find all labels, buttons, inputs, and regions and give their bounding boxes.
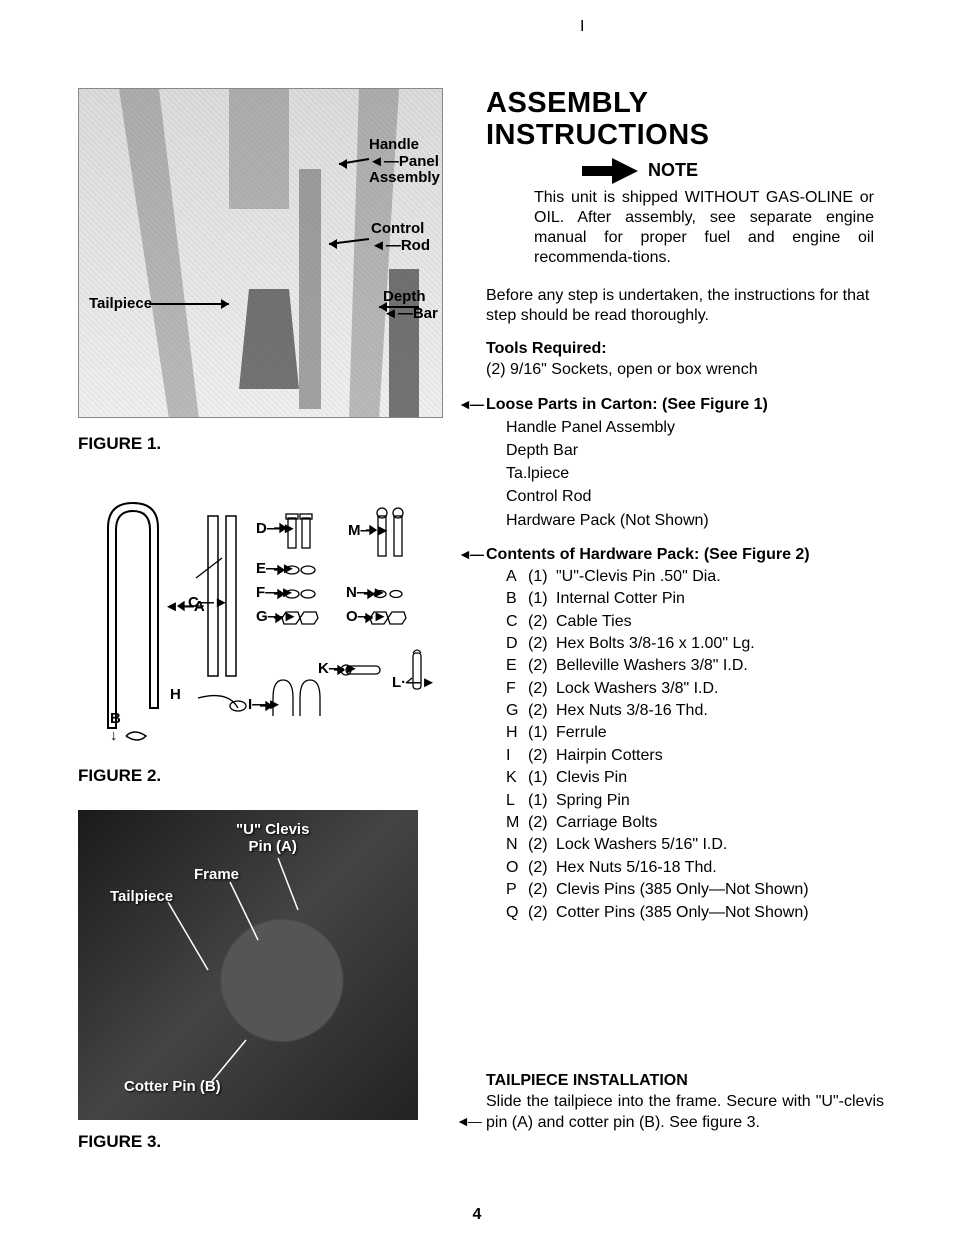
note-header: NOTE [582, 158, 884, 184]
list-item: N(2)Lock Washers 5/16" I.D. [506, 834, 884, 856]
note-label: NOTE [648, 160, 698, 181]
figure-1-caption: FIGURE 1. [78, 434, 448, 454]
fig2-letter-d: D—► [256, 520, 297, 537]
fig2-letter-g: G—► [256, 608, 298, 625]
list-item: I(2)Hairpin Cotters [506, 745, 884, 767]
list-item: A(1)"U"-Clevis Pin .50" Dia. [506, 566, 884, 588]
list-item: E(2)Belleville Washers 3/8" I.D. [506, 655, 884, 677]
fig2-letter-h: H [170, 686, 181, 703]
list-item: Depth Bar [506, 439, 884, 462]
page-title: ASSEMBLYINSTRUCTIONS [486, 88, 884, 152]
list-item: Ta.lpiece [506, 462, 884, 485]
list-item: Control Rod [506, 485, 884, 508]
top-crop-mark: I [580, 18, 584, 36]
fig2-letter-n: N—► [346, 584, 387, 601]
fig2-letter-m: M—► [348, 522, 390, 539]
fig2-letter-o: O—► [346, 608, 388, 625]
figure-3-overlay [78, 810, 418, 1120]
list-item: L(1)Spring Pin [506, 790, 884, 812]
list-item: M(2)Carriage Bolts [506, 812, 884, 834]
list-item: K(1)Clevis Pin [506, 767, 884, 789]
fig2-letter-f: F—► [256, 584, 295, 601]
list-item: F(2)Lock Washers 3/8" I.D. [506, 678, 884, 700]
right-arrow-icon [582, 158, 638, 184]
figure-2-caption: FIGURE 2. [78, 766, 448, 786]
list-item: Hardware Pack (Not Shown) [506, 509, 884, 532]
list-item: O(2)Hex Nuts 5/16-18 Thd. [506, 857, 884, 879]
list-item: H(1)Ferrule [506, 722, 884, 744]
loose-parts-head: Loose Parts in Carton: (See Figure 1) [486, 396, 884, 414]
list-item: D(2)Hex Bolts 3/8-16 x 1.00" Lg. [506, 633, 884, 655]
loose-parts-list: Handle Panel AssemblyDepth BarTa.lpieceC… [506, 416, 884, 532]
tailpiece-head: TAILPIECE INSTALLATION [486, 1072, 884, 1090]
fig3-label-uclevis: "U" ClevisPin (A) [236, 822, 309, 855]
list-item: Handle Panel Assembly [506, 416, 884, 439]
fig2-letter-b: B↓ [110, 710, 121, 744]
fig1-label-handle-panel: Handle◄—PanelAssembly [369, 137, 440, 187]
fig1-label-tailpiece: Tailpiece [89, 295, 152, 312]
note-body: This unit is shipped WITHOUT GAS-OLINE o… [534, 188, 874, 268]
fig3-label-cotter: Cotter Pin (B) [124, 1078, 221, 1095]
fig3-label-tailpiece: Tailpiece [110, 888, 173, 905]
fig2-letter-e: E—► [256, 560, 296, 577]
figure-1-photo: Handle◄—PanelAssembly Control◄—Rod Tailp… [78, 88, 443, 418]
fig1-label-control-rod: Control◄—Rod [371, 221, 430, 254]
fig1-label-depth-bar: Depth◄—Bar [383, 289, 438, 322]
left-column: Handle◄—PanelAssembly Control◄—Rod Tailp… [78, 88, 448, 1152]
list-item: B(1)Internal Cotter Pin [506, 588, 884, 610]
fig2-letter-i: I—► [248, 696, 282, 713]
fig2-letter-c: C—► [188, 594, 229, 611]
hardware-pack-head: Contents of Hardware Pack: (See Figure 2… [486, 546, 884, 564]
list-item: Q(2)Cotter Pins (385 Only—Not Shown) [506, 902, 884, 924]
figure-3-caption: FIGURE 3. [78, 1132, 448, 1152]
two-column-layout: Handle◄—PanelAssembly Control◄—Rod Tailp… [78, 88, 884, 1152]
fig2-letter-l: L·—► [392, 674, 436, 691]
tailpiece-section: TAILPIECE INSTALLATION Slide the tailpie… [486, 1072, 884, 1134]
list-item: C(2)Cable Ties [506, 611, 884, 633]
fig2-letter-k: K—► [318, 660, 359, 677]
list-item: P(2)Clevis Pins (385 Only—Not Shown) [506, 879, 884, 901]
hardware-pack-list: A(1)"U"-Clevis Pin .50" Dia.B(1)Internal… [506, 566, 884, 924]
right-column: ASSEMBLYINSTRUCTIONS NOTE This unit is s… [486, 88, 884, 1152]
tools-required-body: (2) 9/16" Sockets, open or box wrench [486, 360, 884, 380]
tools-required-head: Tools Required: [486, 340, 884, 358]
intro-paragraph: Before any step is undertaken, the instr… [486, 286, 884, 326]
list-item: G(2)Hex Nuts 3/8-16 Thd. [506, 700, 884, 722]
fig3-label-frame: Frame [194, 866, 239, 883]
tailpiece-body: Slide the tailpiece into the frame. Secu… [486, 1092, 884, 1134]
figure-3-photo: "U" ClevisPin (A) Frame Tailpiece Cotter… [78, 810, 418, 1120]
page-number: 4 [473, 1206, 482, 1224]
figure-2-diagram: ◄—A B↓ C—► D—► E—► F—► G—► H I—► K—► L·—… [78, 498, 438, 748]
